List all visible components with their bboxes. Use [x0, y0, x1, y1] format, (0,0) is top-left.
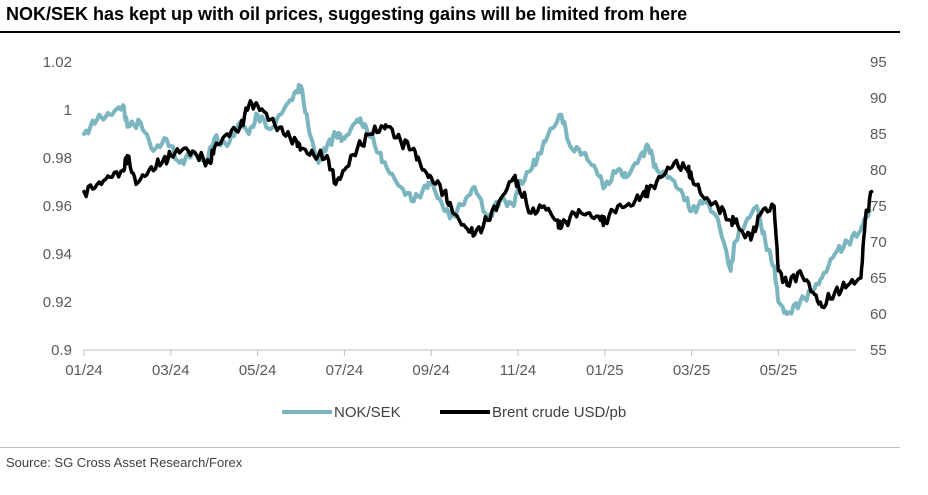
chart-title: NOK/SEK has kept up with oil prices, sug…	[6, 4, 688, 24]
x-tick-label: 03/25	[673, 362, 711, 379]
x-tick-label: 01/25	[586, 362, 624, 379]
left-tick-label: 1	[64, 102, 72, 119]
right-tick-label: 70	[870, 234, 887, 251]
series-layer	[82, 83, 874, 316]
x-axis-ticks: 01/24 03/24 05/24 07/24 09/24 11/24 01/25 03/25…	[65, 350, 797, 379]
right-tick-label: 95	[870, 54, 887, 71]
source-note: Source: SG Cross Asset Research/Forex	[6, 455, 243, 470]
x-tick-label: 11/24	[500, 362, 536, 379]
x-tick-label: 03/24	[152, 362, 190, 379]
legend: NOK/SEK Brent crude USD/pb	[282, 404, 626, 421]
left-axis-ticks: 0.9 0.92 0.94 0.96 0.98 1 1.02	[43, 54, 72, 359]
x-tick-label: 05/24	[239, 362, 277, 379]
left-tick-label: 0.98	[43, 150, 72, 167]
x-tick-label: 01/24	[65, 362, 103, 379]
right-tick-label: 80	[870, 162, 887, 179]
right-tick-label: 60	[870, 306, 887, 323]
chart: 0.9 0.92 0.94 0.96 0.98 1 1.02 55 60 65 70 75 80 85 9…	[43, 54, 887, 421]
right-tick-label: 90	[870, 90, 887, 107]
left-tick-label: 0.94	[43, 246, 72, 263]
right-tick-label: 55	[870, 342, 887, 359]
left-tick-label: 1.02	[43, 54, 72, 71]
x-tick-label: 09/24	[412, 362, 450, 379]
legend-label-brent: Brent crude USD/pb	[492, 404, 626, 421]
left-tick-label: 0.96	[43, 198, 72, 215]
series-line-brent	[82, 99, 874, 310]
right-tick-label: 85	[870, 126, 887, 143]
left-tick-label: 0.9	[51, 342, 72, 359]
x-tick-label: 07/24	[326, 362, 364, 379]
series-line-nok-sek	[82, 83, 872, 316]
x-tick-label: 05/25	[760, 362, 798, 379]
right-tick-label: 65	[870, 270, 887, 287]
legend-label-nok-sek: NOK/SEK	[334, 404, 401, 421]
source-rule	[0, 447, 900, 448]
right-axis-ticks: 55 60 65 70 75 80 85 90 95	[870, 54, 887, 359]
left-tick-label: 0.92	[43, 294, 72, 311]
title-rule	[0, 31, 900, 33]
right-tick-label: 75	[870, 198, 887, 215]
